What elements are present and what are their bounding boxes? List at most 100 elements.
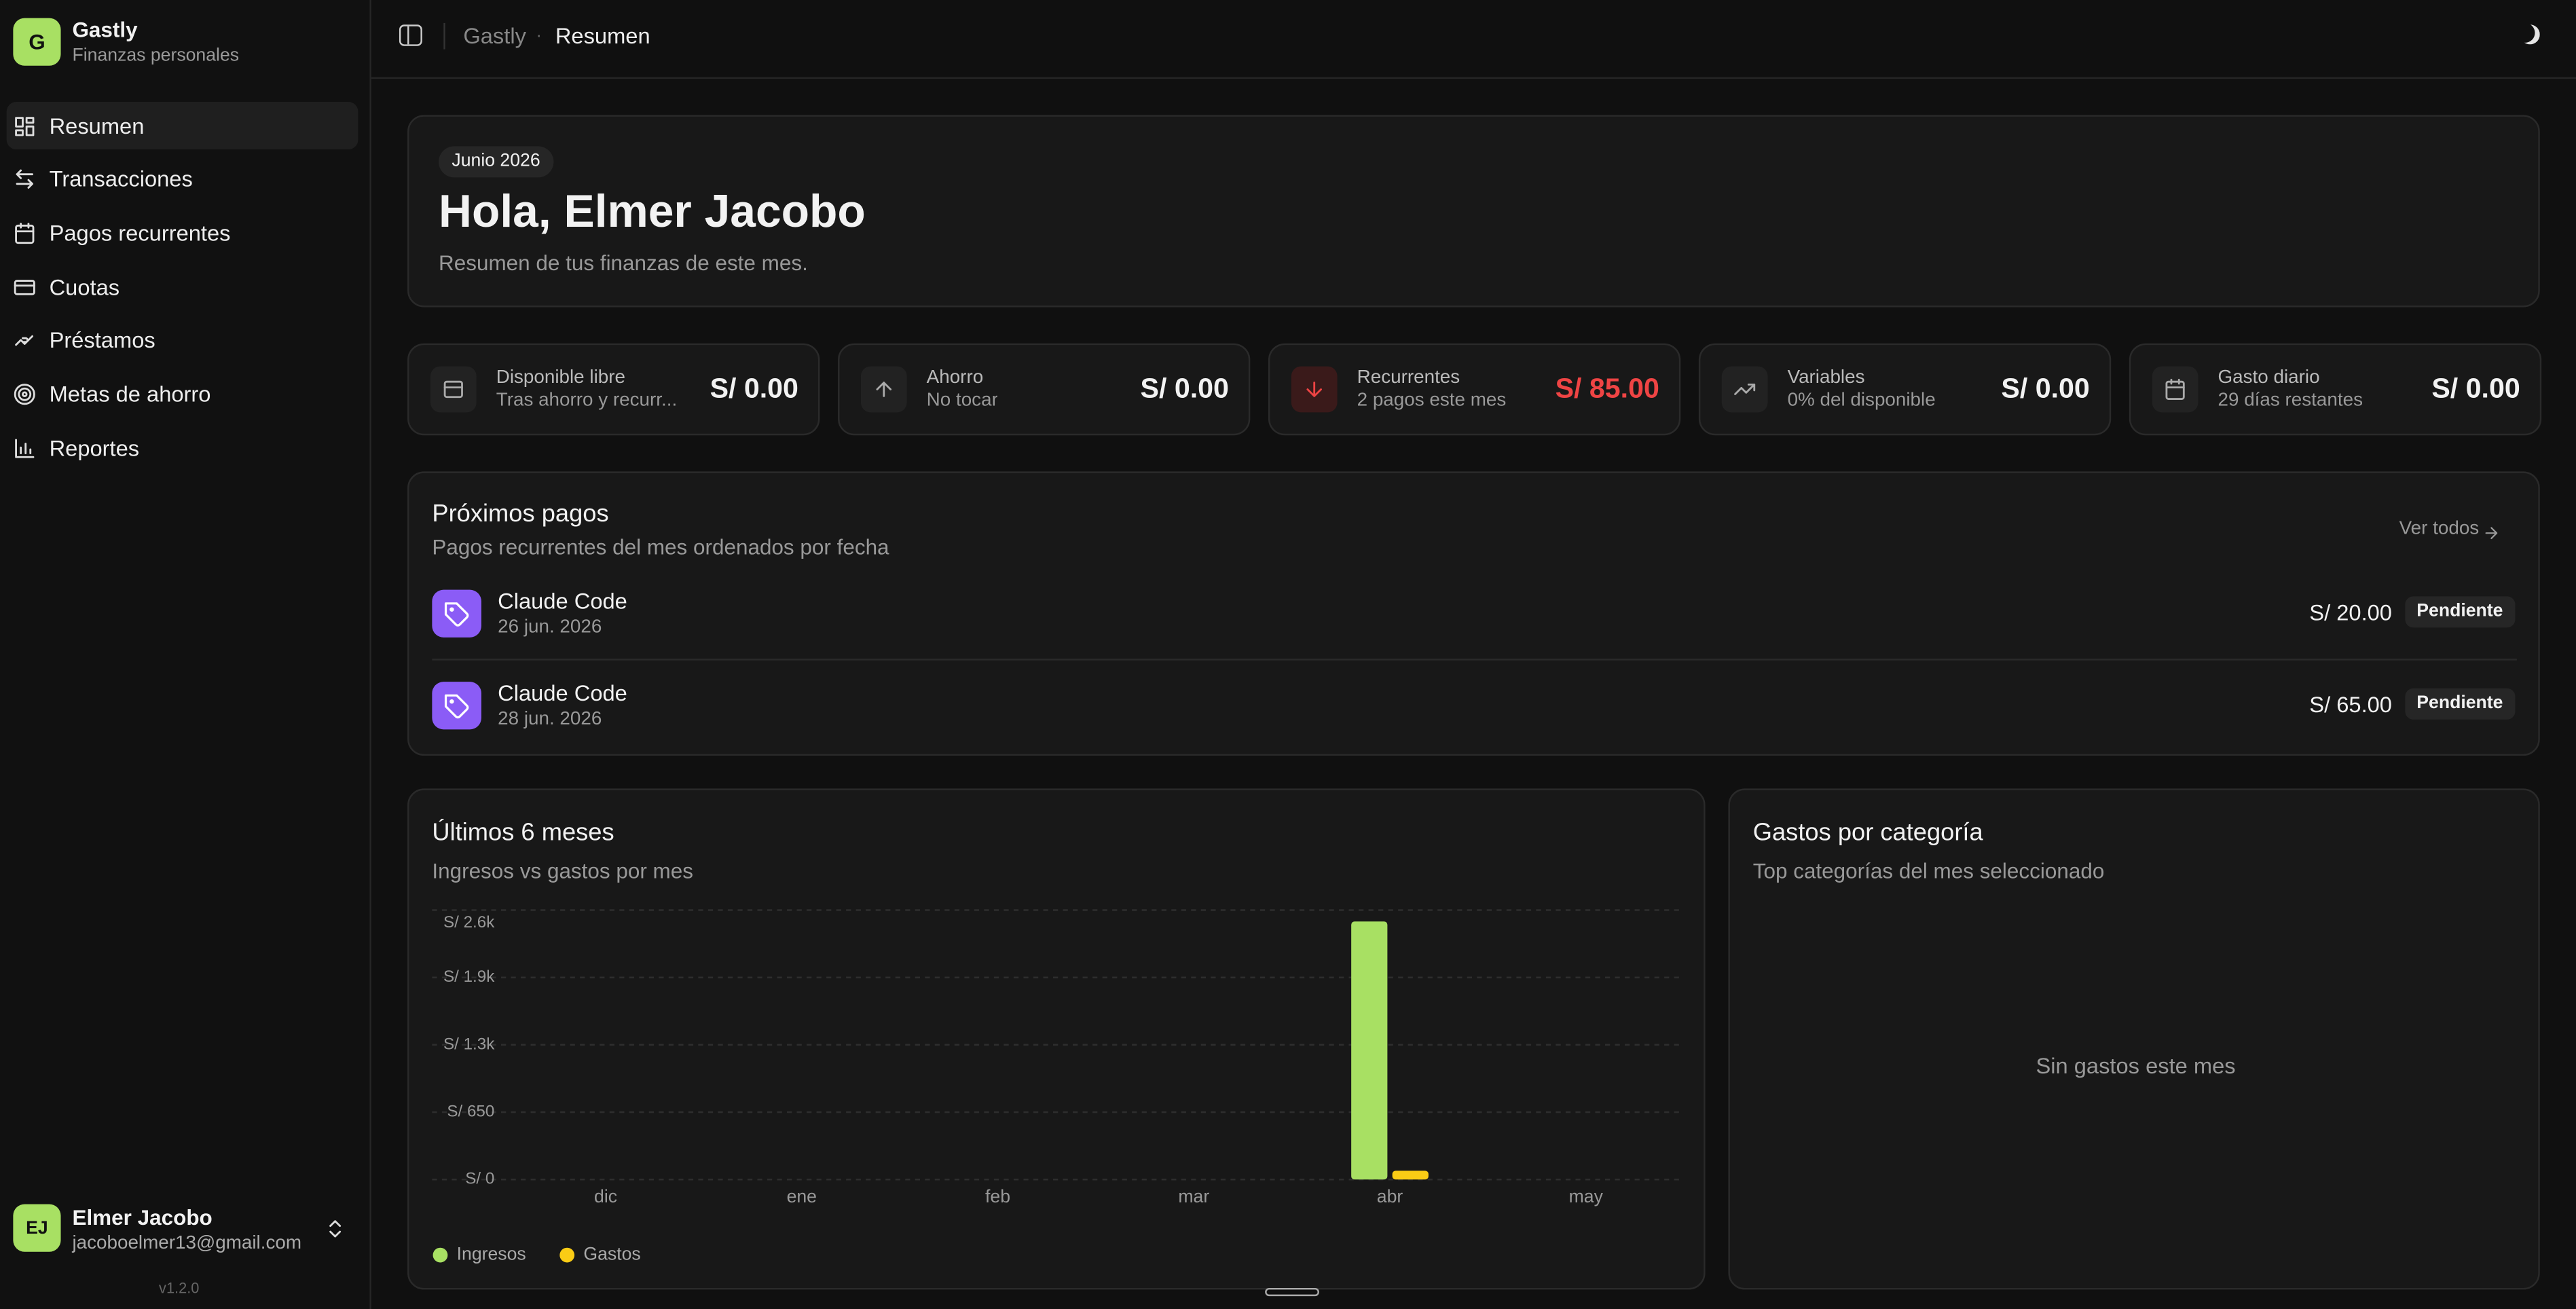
stat-icon xyxy=(430,366,477,413)
nav-icon xyxy=(13,276,36,299)
stat-card: Ahorro No tocar S/ 0.00 xyxy=(838,343,1251,436)
stat-glyph xyxy=(1733,378,1756,401)
legend-swatch xyxy=(433,1247,448,1263)
nav-item[interactable]: Préstamos xyxy=(49,327,155,353)
upcoming-title: Próximos pagos xyxy=(432,500,609,528)
tag-glyph xyxy=(443,602,470,628)
y-tick-label: S/ 1.9k xyxy=(443,967,495,986)
stat-label: Disponible libre xyxy=(496,367,625,388)
legend-label: Gastos xyxy=(583,1244,640,1264)
upcoming-card: Próximos pagos Pagos recurrentes del mes … xyxy=(407,471,2540,756)
upcoming-subtitle: Pagos recurrentes del mes ordenados por … xyxy=(432,534,889,559)
toggle-divider xyxy=(407,26,410,45)
scroll-handle xyxy=(1265,1287,1319,1297)
stat-icon xyxy=(1721,366,1768,413)
stat-glyph xyxy=(442,378,465,401)
nav-icon xyxy=(13,222,36,245)
stat-value: S/ 0.00 xyxy=(1140,373,1229,405)
stat-icon xyxy=(1291,366,1338,413)
stat-card: Disponible libre Tras ahorro y recurr... S… xyxy=(407,343,820,436)
y-tick-label: S/ 650 xyxy=(447,1102,494,1120)
active-nav-bg xyxy=(6,102,358,150)
nav-icon xyxy=(13,383,36,406)
brand-logo: G xyxy=(13,18,61,66)
chart-title: Últimos 6 meses xyxy=(432,819,614,847)
breadcrumb-root[interactable]: Gastly xyxy=(463,24,526,49)
row-divider xyxy=(432,659,2517,661)
bar xyxy=(1351,921,1388,1180)
chart-plot: S/ 0 S/ 650 S/ 1.3k S/ 1.9k S/ 2.6k dic ene feb… xyxy=(432,909,1685,1264)
chart-subtitle: Ingresos vs gastos por mes xyxy=(432,858,694,883)
stat-icon xyxy=(860,366,907,413)
brand-name: Gastly xyxy=(72,17,138,42)
stat-glyph xyxy=(872,378,896,401)
brand-subtitle: Finanzas personales xyxy=(72,45,240,66)
nav-item[interactable]: Reportes xyxy=(49,436,140,461)
x-tick-label: feb xyxy=(985,1186,1010,1206)
y-tick-label: S/ 1.3k xyxy=(443,1035,495,1053)
breadcrumb-current: Resumen xyxy=(555,24,650,49)
user-avatar: EJ xyxy=(13,1204,61,1252)
hero-subtitle: Resumen de tus finanzas de este mes. xyxy=(439,250,808,276)
status-badge: Pendiente xyxy=(2405,596,2515,628)
stat-label: Gasto diario xyxy=(2218,367,2320,388)
nav-icon xyxy=(13,437,36,460)
nav-icon xyxy=(13,115,36,138)
payment-amount: S/ 65.00 xyxy=(2309,692,2392,718)
month-badge: Junio 2026 xyxy=(439,146,554,178)
x-tick-label: mar xyxy=(1178,1186,1209,1206)
x-tick-label: abr xyxy=(1377,1186,1403,1206)
payment-date: 28 jun. 2026 xyxy=(498,709,602,730)
stat-value: S/ 0.00 xyxy=(2431,373,2520,405)
category-title: Gastos por categoría xyxy=(1752,819,1983,847)
stat-card: Gasto diario 29 días restantes S/ 0.00 xyxy=(2129,343,2542,436)
nav-item[interactable]: Pagos recurrentes xyxy=(49,221,231,246)
sidebar-toggle[interactable] xyxy=(399,24,422,46)
nav-icon xyxy=(13,329,36,352)
stat-sub: No tocar xyxy=(926,390,998,411)
payment-amount: S/ 20.00 xyxy=(2309,600,2392,625)
legend-label: Ingresos xyxy=(457,1244,526,1264)
view-all[interactable]: Ver todos xyxy=(2399,519,2480,539)
theme-toggle[interactable] xyxy=(2520,24,2540,44)
status-badge: Pendiente xyxy=(2405,688,2515,720)
category-card: Gastos por categoría Top categorías del m… xyxy=(1728,788,2540,1290)
header-border xyxy=(371,77,2576,79)
y-tick-label: S/ 0 xyxy=(465,1170,494,1188)
payment-name[interactable]: Claude Code xyxy=(498,680,627,706)
stat-card: Variables 0% del disponible S/ 0.00 xyxy=(1698,343,2112,436)
hero-card: Junio 2026 Hola, Elmer Jacobo Resumen de t… xyxy=(407,115,2540,308)
stat-sub: 29 días restantes xyxy=(2218,390,2363,411)
user-email: jacoboelmer13@gmail.com xyxy=(72,1234,302,1254)
user-name: Elmer Jacobo xyxy=(72,1204,213,1230)
x-tick-label: may xyxy=(1569,1186,1604,1206)
nav-icon xyxy=(13,168,36,191)
stat-sub: 0% del disponible xyxy=(1787,390,1936,411)
view-all-arrow xyxy=(2482,521,2501,540)
stat-value: S/ 0.00 xyxy=(2001,373,2090,405)
stat-glyph xyxy=(1303,378,1326,401)
stat-value: S/ 85.00 xyxy=(1555,373,1659,405)
tag-glyph xyxy=(443,693,470,720)
y-tick-label: S/ 2.6k xyxy=(443,913,495,932)
breadcrumb-separator: · xyxy=(536,26,542,46)
bar xyxy=(1392,1170,1429,1180)
stat-sub: 2 pagos este mes xyxy=(1357,390,1507,411)
x-tick-label: ene xyxy=(787,1186,817,1206)
stat-glyph xyxy=(2164,378,2187,401)
nav-item[interactable]: Cuotas xyxy=(49,275,120,300)
stat-label: Ahorro xyxy=(926,367,984,388)
nav-item[interactable]: Resumen xyxy=(49,114,145,139)
user-menu xyxy=(324,1217,347,1240)
empty-state: Sin gastos este mes xyxy=(2036,1054,2236,1079)
greeting: Hola, Elmer Jacobo xyxy=(439,185,866,237)
payment-name[interactable]: Claude Code xyxy=(498,589,627,614)
stat-value: S/ 0.00 xyxy=(710,373,798,405)
payment-icon xyxy=(432,589,481,638)
nav-item[interactable]: Metas de ahorro xyxy=(49,382,211,407)
nav-item[interactable]: Transacciones xyxy=(49,166,193,191)
legend-swatch xyxy=(559,1247,575,1263)
stat-label: Recurrentes xyxy=(1357,367,1460,388)
stat-sub: Tras ahorro y recurr... xyxy=(496,390,678,411)
